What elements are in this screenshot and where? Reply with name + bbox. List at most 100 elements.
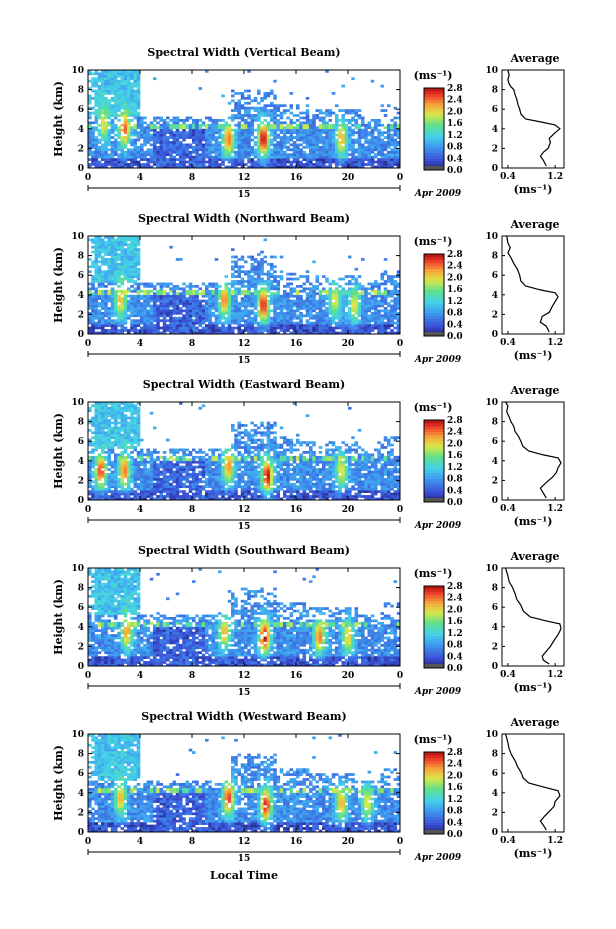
heatmap-cell [136,324,141,327]
heatmap-cell [396,136,401,139]
heatmap-cell [296,329,300,332]
heatmap-cell [270,262,274,266]
heatmap-cell [383,126,388,130]
heatmap-cell [266,307,271,310]
heatmap-cell [234,265,238,269]
heatmap-cell [283,329,287,332]
heatmap-cell [374,309,378,313]
heatmap-cell [179,309,183,313]
heatmap-cell [305,153,310,157]
heatmap-cell [123,277,128,281]
heatmap-cell [390,119,394,122]
heatmap-cell [266,138,271,142]
heatmap-cell [166,309,170,313]
heatmap-cell [175,165,180,169]
heatmap-cell [383,311,388,315]
heatmap-cell [299,143,303,147]
heatmap-cell [390,136,394,139]
heatmap-cell [286,116,290,120]
heatmap-cell [331,143,336,147]
heatmap-cell [364,138,368,142]
heatmap-cell [289,302,294,305]
heatmap-cell [97,458,102,462]
heatmap-cell [299,138,303,142]
heatmap-cell [130,441,134,444]
heatmap-cell [266,128,271,132]
heatmap-cell [123,319,128,323]
heatmap-cell [289,121,294,125]
heatmap-cell [153,119,157,122]
heatmap-cell [166,304,170,308]
heatmap-cell [201,128,206,132]
heatmap-cell [123,92,128,95]
heatmap-cell [279,321,284,325]
heatmap-cell [270,285,274,288]
heatmap-cell [270,163,274,166]
heatmap-cell [253,304,258,308]
heatmap-cell [159,297,164,300]
heatmap-cell [94,145,99,149]
heatmap-cell [159,128,164,132]
heatmap-cell [143,131,147,134]
heatmap-cell [357,287,362,291]
heatmap-cell [110,287,115,291]
heatmap-cell [117,277,121,281]
average-y-tick-label: 6 [492,105,498,115]
heatmap-cell [279,121,284,125]
heatmap-cell [104,492,108,496]
heatmap-cell [188,145,193,149]
heatmap-cell [247,121,251,125]
heatmap-cell [117,294,121,298]
heatmap-cell [357,329,362,332]
heatmap-cell [393,275,398,278]
heatmap-cell [123,258,128,261]
heatmap-cell [318,160,323,164]
heatmap-cell [91,311,95,315]
heatmap-cell [292,126,297,130]
heatmap-cell [357,285,362,288]
heatmap-cell [315,324,320,327]
heatmap-cell [94,458,99,462]
heatmap-cell [315,280,320,283]
heatmap-cell [224,143,229,147]
heatmap-cell [331,158,336,161]
heatmap-cell [276,287,281,291]
heatmap-cell [185,119,190,122]
heatmap-cell [283,143,287,147]
heatmap-cell [120,304,125,308]
heatmap-cell [208,153,212,157]
heatmap-cell [182,150,186,154]
heatmap-cell [101,136,105,139]
heatmap-cell [296,289,300,293]
heatmap-cell [120,245,125,249]
colorbar: 0.00.40.81.21.62.02.42.8(ms⁻¹) [414,69,463,176]
heatmap-cell [380,292,385,296]
heatmap-cell [140,131,144,134]
heatmap-cell [393,326,398,330]
heatmap-cell [296,321,300,325]
heatmap-cell [315,302,320,305]
heatmap-cell [130,89,134,93]
heatmap-cell [383,324,388,327]
heatmap-cell [172,163,177,166]
heatmap-cell [260,324,264,327]
heatmap-cell [110,150,115,154]
heatmap-cell [260,265,264,269]
heatmap-cell [91,133,95,137]
heatmap-cell [377,304,381,308]
heatmap-cell [224,287,229,291]
heatmap-cell [273,294,277,298]
heatmap-cell [88,326,92,330]
heatmap-cell [270,165,274,169]
heatmap-cell [273,114,277,117]
heatmap-cell [270,148,274,152]
heatmap-cell [120,94,125,98]
heatmap-cell [357,133,362,137]
heatmap-cell [110,443,115,447]
heatmap-cell [110,96,115,100]
heatmap-cell [244,96,248,100]
heatmap-cell [117,495,121,498]
heatmap-cell [374,148,378,152]
heatmap-cell [240,277,245,281]
heatmap-cell [101,111,105,115]
